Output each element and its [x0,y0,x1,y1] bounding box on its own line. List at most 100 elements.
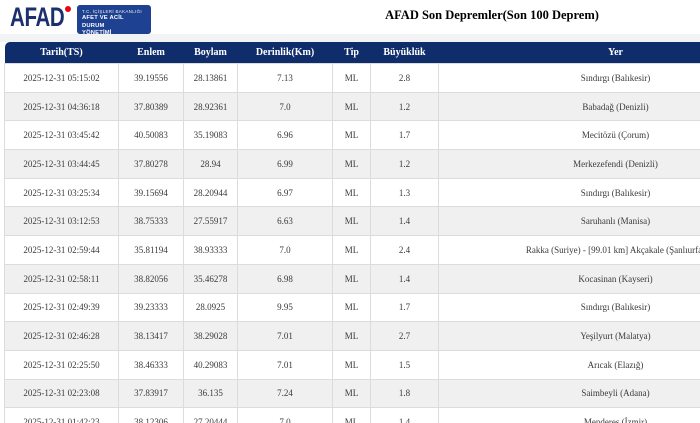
cell-longitude: 36.135 [183,378,238,409]
col-header-location: Yer [438,42,700,64]
cell-date: 2025-12-31 03:44:45 [4,149,119,179]
cell-location: Sındırgı (Balıkesir) [438,292,700,323]
cell-date: 2025-12-31 02:23:08 [4,378,119,409]
cell-magnitude: 1.4 [370,407,439,423]
cell-longitude: 28.20944 [183,177,238,208]
earthquake-table-body: 2025-12-31 05:15:02 39.19556 28.13861 7.… [4,63,700,423]
logo-red-dot-icon [65,6,71,12]
table-row: 2025-12-31 03:45:42 40.50083 35.19083 6.… [4,120,700,151]
cell-latitude: 37.80278 [118,149,184,179]
table-row: 2025-12-31 02:46:28 38.13417 38.29028 7.… [4,321,700,351]
ministry-line1: T.C. İÇİŞLERİ BAKANLIĞI [82,9,142,14]
table-row: 2025-12-31 02:59:44 35.81194 38.93333 7.… [4,235,700,265]
cell-longitude: 38.29028 [183,321,238,351]
cell-magnitude: 1.4 [370,206,439,237]
cell-type: ML [332,149,371,179]
cell-magnitude: 2.4 [370,235,439,265]
earthquake-table: Tarih(TS) Enlem Boylam Derinlik(Km) Tip … [4,42,700,423]
cell-location: Rakka (Suriye) - [99.01 km] Akçakale (Şa… [438,235,700,265]
col-header-type: Tip [332,42,371,64]
cell-longitude: 28.0925 [183,292,238,323]
cell-longitude: 28.94 [183,149,238,179]
cell-depth: 6.99 [237,149,333,179]
cell-depth: 7.0 [237,235,333,265]
cell-longitude: 35.19083 [183,120,238,151]
cell-latitude: 39.19556 [118,63,184,93]
cell-longitude: 40.29083 [183,349,238,380]
cell-latitude: 38.46333 [118,349,184,380]
cell-longitude: 27.20444 [183,407,238,423]
afad-logo[interactable]: AFAD T.C. İÇİŞLERİ BAKANLIĞI AFET VE ACİ… [10,2,151,44]
cell-depth: 7.0 [237,407,333,423]
table-row: 2025-12-31 05:15:02 39.19556 28.13861 7.… [4,63,700,93]
cell-magnitude: 1.5 [370,349,439,380]
cell-depth: 7.24 [237,378,333,409]
cell-type: ML [332,235,371,265]
col-header-depth: Derinlik(Km) [237,42,333,64]
cell-type: ML [332,91,371,122]
cell-magnitude: 1.2 [370,149,439,179]
table-row: 2025-12-31 02:25:50 38.46333 40.29083 7.… [4,349,700,380]
cell-depth: 7.13 [237,63,333,93]
cell-date: 2025-12-31 05:15:02 [4,63,119,93]
cell-latitude: 38.12306 [118,407,184,423]
cell-longitude: 38.93333 [183,235,238,265]
cell-location: Merkezefendi (Denizli) [438,149,700,179]
cell-latitude: 37.80389 [118,91,184,122]
afad-logo-text: AFAD [10,2,65,32]
table-row: 2025-12-31 03:25:34 39.15694 28.20944 6.… [4,177,700,208]
col-header-magnitude: Büyüklük [370,42,439,64]
table-row: 2025-12-31 02:58:11 38.82056 35.46278 6.… [4,263,700,294]
cell-type: ML [332,321,371,351]
cell-longitude: 35.46278 [183,263,238,294]
table-row: 2025-12-31 03:12:53 38.75333 27.55917 6.… [4,206,700,237]
cell-location: Arıcak (Elazığ) [438,349,700,380]
cell-date: 2025-12-31 02:58:11 [4,263,119,294]
cell-latitude: 38.13417 [118,321,184,351]
earthquake-table-container: Tarih(TS) Enlem Boylam Derinlik(Km) Tip … [4,42,700,423]
cell-type: ML [332,63,371,93]
cell-latitude: 37.83917 [118,378,184,409]
ministry-line2: AFET VE ACİL DURUM [82,15,124,29]
cell-location: Mecitözü (Çorum) [438,120,700,151]
col-header-latitude: Enlem [118,42,184,64]
cell-date: 2025-12-31 03:45:42 [4,120,119,151]
table-row: 2025-12-31 03:44:45 37.80278 28.94 6.99 … [4,149,700,179]
cell-longitude: 28.13861 [183,63,238,93]
cell-depth: 7.01 [237,321,333,351]
cell-date: 2025-12-31 04:36:18 [4,91,119,122]
table-row: 2025-12-31 02:23:08 37.83917 36.135 7.24… [4,378,700,409]
header-divider-strip [0,34,700,42]
cell-depth: 6.96 [237,120,333,151]
cell-location: Sındırgı (Balıkesir) [438,63,700,93]
table-header-row: Tarih(TS) Enlem Boylam Derinlik(Km) Tip … [4,42,700,64]
cell-type: ML [332,120,371,151]
cell-location: Kocasinan (Kayseri) [438,263,700,294]
cell-latitude: 38.75333 [118,206,184,237]
col-header-date: Tarih(TS) [4,42,119,64]
cell-location: Saimbeyli (Adana) [438,378,700,409]
cell-magnitude: 2.7 [370,321,439,351]
cell-magnitude: 1.8 [370,378,439,409]
cell-depth: 6.98 [237,263,333,294]
site-header: AFAD T.C. İÇİŞLERİ BAKANLIĞI AFET VE ACİ… [0,0,700,44]
table-row: 2025-12-31 04:36:18 37.80389 28.92361 7.… [4,91,700,122]
cell-type: ML [332,407,371,423]
cell-latitude: 38.82056 [118,263,184,294]
cell-type: ML [332,263,371,294]
cell-magnitude: 2.8 [370,63,439,93]
cell-date: 2025-12-31 01:42:23 [4,407,119,423]
cell-magnitude: 1.7 [370,120,439,151]
cell-latitude: 35.81194 [118,235,184,265]
cell-longitude: 28.92361 [183,91,238,122]
cell-location: Saruhanlı (Manisa) [438,206,700,237]
cell-magnitude: 1.2 [370,91,439,122]
page-title: AFAD Son Depremler(Son 100 Deprem) [385,8,599,22]
cell-type: ML [332,206,371,237]
cell-location: Menderes (İzmir) [438,407,700,423]
cell-type: ML [332,378,371,409]
cell-magnitude: 1.3 [370,177,439,208]
cell-type: ML [332,177,371,208]
cell-depth: 7.0 [237,91,333,122]
